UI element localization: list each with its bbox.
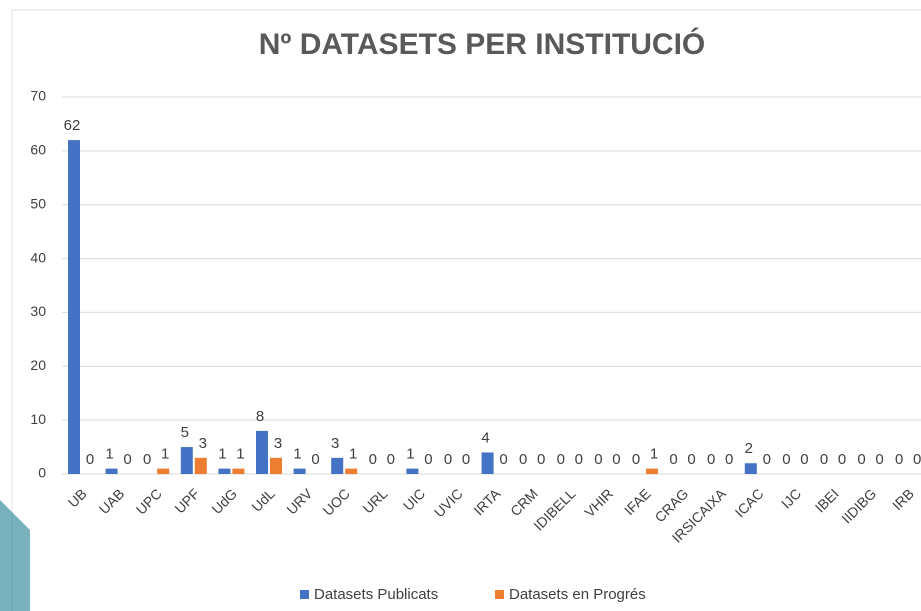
- bar: [331, 457, 344, 474]
- chart-border: [11, 9, 921, 611]
- bar: [406, 468, 419, 474]
- data-label: 1: [236, 446, 244, 463]
- data-label: 0: [763, 451, 771, 468]
- data-label: 1: [161, 446, 169, 463]
- data-label: 0: [311, 451, 319, 468]
- bar: [180, 447, 193, 474]
- data-label: 0: [707, 451, 715, 468]
- bar: [105, 468, 118, 474]
- data-label: 5: [181, 424, 189, 441]
- data-label: 0: [537, 451, 545, 468]
- data-label: 3: [274, 435, 282, 452]
- data-label: 0: [424, 451, 432, 468]
- bar: [293, 468, 306, 474]
- data-label: 3: [199, 435, 207, 452]
- data-label: 62: [64, 117, 81, 134]
- y-tick-label: 30: [30, 303, 46, 319]
- data-label: 3: [331, 435, 339, 452]
- data-label: 0: [895, 451, 903, 468]
- bar: [744, 463, 757, 474]
- data-label: 1: [293, 446, 301, 463]
- data-label: 0: [669, 451, 677, 468]
- bar: [256, 430, 268, 474]
- y-tick-label: 50: [30, 195, 46, 211]
- bar: [218, 468, 231, 474]
- data-label: 1: [218, 446, 226, 463]
- bar: [68, 140, 80, 475]
- data-label: 0: [123, 451, 131, 468]
- data-label: 0: [387, 451, 395, 468]
- data-label: 8: [256, 408, 264, 425]
- data-label: 0: [462, 451, 470, 468]
- y-tick-label: 70: [30, 88, 46, 104]
- data-label: 0: [557, 451, 565, 468]
- y-tick-label: 40: [30, 249, 46, 265]
- bar: [345, 468, 358, 474]
- legend-swatch: [300, 590, 309, 599]
- data-label: 1: [406, 446, 414, 463]
- data-label: 0: [594, 451, 602, 468]
- bar: [232, 468, 245, 474]
- data-label: 0: [444, 451, 452, 468]
- data-label: 0: [575, 451, 583, 468]
- data-label: 0: [725, 451, 733, 468]
- data-label: 1: [650, 446, 658, 463]
- data-label: 0: [857, 451, 865, 468]
- data-label: 0: [519, 451, 527, 468]
- data-label: 0: [687, 451, 695, 468]
- data-label: 0: [782, 451, 790, 468]
- data-label: 0: [800, 451, 808, 468]
- data-label: 0: [838, 451, 846, 468]
- data-label: 0: [820, 451, 828, 468]
- data-label: 0: [612, 451, 620, 468]
- data-label: 0: [499, 451, 507, 468]
- y-tick-label: 20: [30, 357, 46, 373]
- data-label: 0: [86, 451, 94, 468]
- y-tick-label: 10: [30, 411, 46, 427]
- data-label: 0: [632, 451, 640, 468]
- legend-text: Datasets en Progrés: [509, 586, 646, 603]
- data-label: 1: [349, 446, 357, 463]
- chart-title: Nº DATASETS PER INSTITUCIÓ: [259, 27, 706, 61]
- data-label: 0: [143, 451, 151, 468]
- y-tick-label: 0: [38, 465, 46, 481]
- data-label: 2: [745, 440, 753, 457]
- legend-swatch: [495, 590, 504, 599]
- data-label: 4: [481, 429, 489, 446]
- data-label: 1: [105, 446, 113, 463]
- bar: [270, 457, 282, 474]
- bar: [646, 468, 658, 474]
- data-label: 0: [369, 451, 377, 468]
- legend-text: Datasets Publicats: [314, 586, 438, 603]
- y-tick-label: 60: [30, 142, 46, 158]
- bar: [157, 468, 170, 474]
- data-label: 0: [875, 451, 883, 468]
- bar: [194, 457, 207, 474]
- decoration: [0, 500, 30, 611]
- data-label: 0: [913, 451, 921, 468]
- bar: [481, 452, 494, 474]
